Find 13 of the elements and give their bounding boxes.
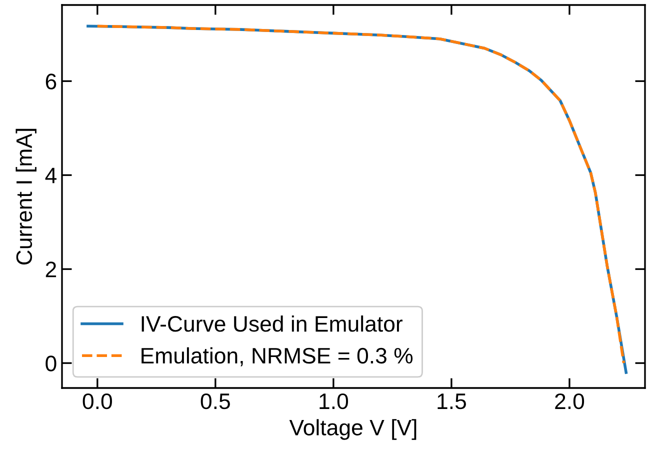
x-tick-label: 2.0 [555,393,584,410]
y-tick-label: 4 [45,168,56,184]
legend-label: IV-Curve Used in Emulator [142,315,402,332]
x-axis-title: Voltage V [V] [289,419,416,440]
x-tick-label: 0.0 [82,393,112,410]
y-axis-title: Current I [mA] [16,128,36,265]
y-tick-label: 6 [46,74,56,90]
x-tick-label: 1.0 [320,393,348,410]
y-tick-label: 0 [46,356,56,372]
y-tick-label: 2 [46,262,56,278]
legend-label: Emulation, NRMSE = 0.3 % [142,347,413,366]
x-tick-label: 0.5 [200,393,230,410]
x-tick-label: 1.5 [438,394,466,410]
